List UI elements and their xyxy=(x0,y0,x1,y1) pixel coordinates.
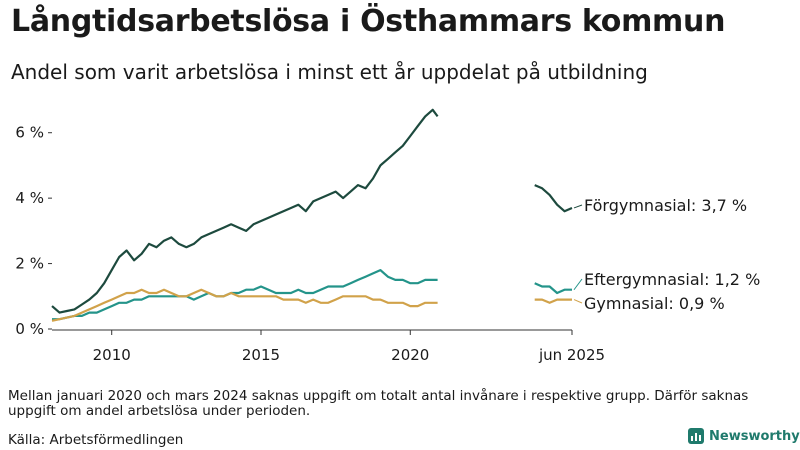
end-label-connector xyxy=(573,278,583,291)
end-label-eftergymnasial: Eftergymnasial: 1,2 % xyxy=(584,270,760,289)
source-text: Källa: Arbetsförmedlingen xyxy=(8,432,184,448)
y-tick-label: 6 % xyxy=(15,124,44,142)
y-axis: 0 % 2 % 4 % 6 % xyxy=(15,124,52,338)
end-label-förgymnasial: Förgymnasial: 3,7 % xyxy=(584,196,747,215)
y-tick-label: 4 % xyxy=(15,189,44,207)
x-axis: 2010 2015 2020 jun 2025 xyxy=(52,329,605,364)
end-labels: Förgymnasial: 3,7 % Eftergymnasial: 1,2 %… xyxy=(573,196,760,313)
x-tick-label: 2020 xyxy=(391,346,429,364)
x-tick-label: jun 2025 xyxy=(538,346,605,364)
line-chart: 0 % 2 % 4 % 6 % 2010 2015 2020 jun 2025 Förgym… xyxy=(15,108,760,364)
series-line-eftergymnasial-segment-2 xyxy=(534,282,572,295)
series-layer xyxy=(51,108,573,322)
brand-logo: Newsworthy xyxy=(688,428,800,444)
end-label-connector xyxy=(573,204,583,209)
series-line-eftergymnasial-segment-1 xyxy=(52,269,438,321)
x-tick-label: 2010 xyxy=(93,346,131,364)
footnote: Mellan januari 2020 och mars 2024 saknas… xyxy=(8,388,749,419)
series-line-gymnasial-segment-2 xyxy=(534,298,572,304)
series-line-förgymnasial-segment-1 xyxy=(51,108,439,314)
y-tick-label: 0 % xyxy=(15,320,44,338)
end-label-gymnasial: Gymnasial: 0,9 % xyxy=(584,294,725,313)
chart-subtitle: Andel som varit arbetslösa i minst ett å… xyxy=(11,60,648,84)
chart-title: Långtidsarbetslösa i Östhammars kommun xyxy=(11,4,726,39)
end-label-connector xyxy=(573,299,583,304)
series-line-förgymnasial-segment-2 xyxy=(534,184,573,213)
brand-name: Newsworthy xyxy=(709,428,800,444)
newsworthy-bar-chart-icon xyxy=(688,428,704,444)
y-tick-label: 2 % xyxy=(15,255,44,273)
series-line-gymnasial-segment-1 xyxy=(51,288,438,322)
x-tick-label: 2015 xyxy=(242,346,280,364)
